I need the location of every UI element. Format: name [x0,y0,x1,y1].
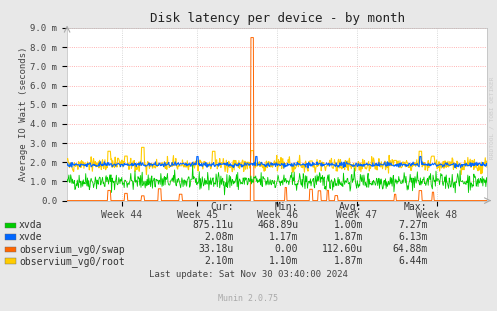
Text: observium_vg0/swap: observium_vg0/swap [19,244,125,255]
Text: 2.08m: 2.08m [204,232,234,242]
Text: Munin 2.0.75: Munin 2.0.75 [219,294,278,303]
Text: Max:: Max: [404,202,427,212]
Text: xvde: xvde [19,232,42,242]
Title: Disk latency per device - by month: Disk latency per device - by month [150,12,405,26]
Text: 112.60u: 112.60u [322,244,363,254]
Text: observium_vg0/root: observium_vg0/root [19,256,125,267]
Text: 6.44m: 6.44m [398,256,427,266]
Text: 6.13m: 6.13m [398,232,427,242]
Text: 1.10m: 1.10m [269,256,298,266]
Text: Avg:: Avg: [339,202,363,212]
Text: 2.10m: 2.10m [204,256,234,266]
Text: 0.00: 0.00 [275,244,298,254]
Text: 1.87m: 1.87m [333,256,363,266]
Text: 33.18u: 33.18u [198,244,234,254]
Text: 64.88m: 64.88m [392,244,427,254]
Text: 1.87m: 1.87m [333,232,363,242]
Text: RRDTOOL / TOBI OETIKER: RRDTOOL / TOBI OETIKER [490,77,495,160]
Text: Min:: Min: [275,202,298,212]
Text: xvda: xvda [19,220,42,230]
Text: 1.00m: 1.00m [333,220,363,230]
Text: Cur:: Cur: [210,202,234,212]
Text: 875.11u: 875.11u [192,220,234,230]
Text: 1.17m: 1.17m [269,232,298,242]
Y-axis label: Average IO Wait (seconds): Average IO Wait (seconds) [19,47,28,182]
Text: 7.27m: 7.27m [398,220,427,230]
Text: Last update: Sat Nov 30 03:40:00 2024: Last update: Sat Nov 30 03:40:00 2024 [149,270,348,279]
Text: 468.89u: 468.89u [257,220,298,230]
